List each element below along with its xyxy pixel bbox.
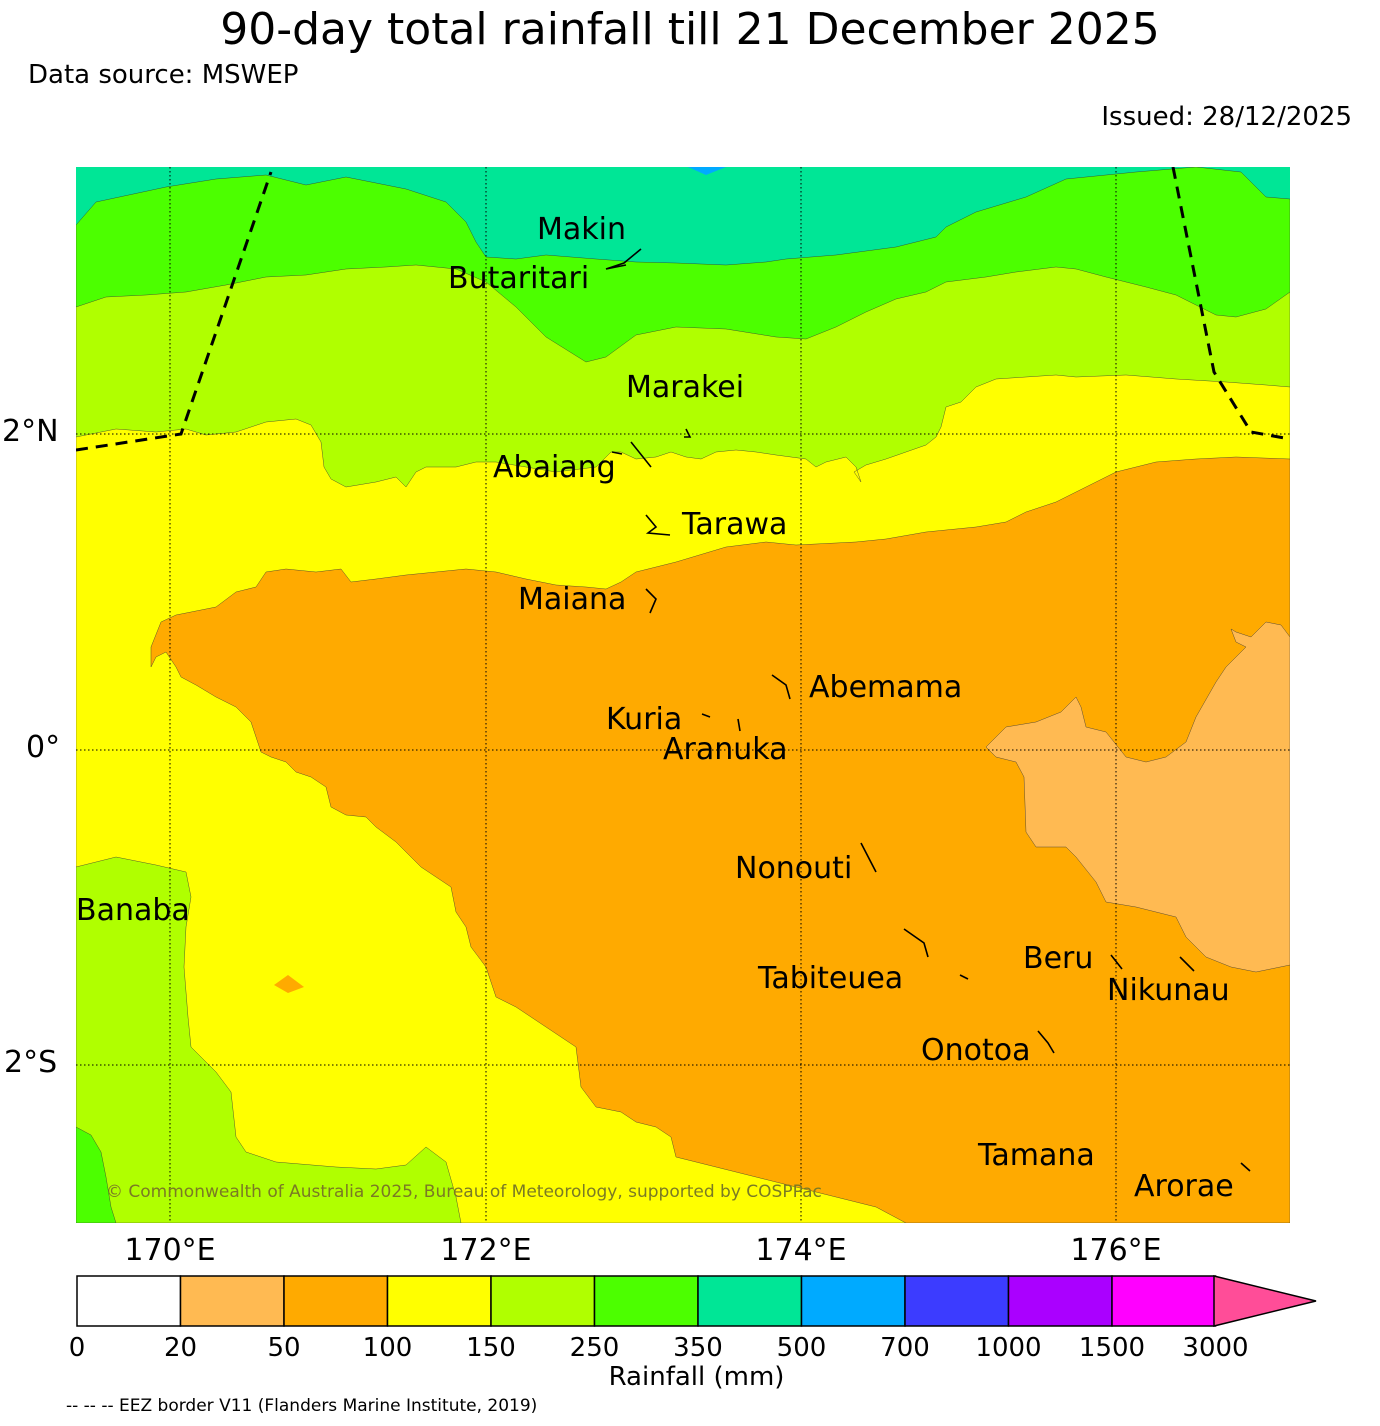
colorbar-tick-label: 250 (569, 1333, 620, 1363)
colorbar-swatch (1111, 1275, 1217, 1327)
place-label: Makin (537, 212, 626, 247)
place-label: Tamana (978, 1138, 1095, 1173)
place-label: Aranuka (663, 732, 788, 767)
place-label: Abemama (809, 670, 963, 705)
colorbar-label: Rainfall (mm) (608, 1362, 785, 1392)
colorbar-swatch (593, 1275, 699, 1327)
rainfall-map (76, 167, 1290, 1223)
colorbar-extend-arrow (1213, 1275, 1317, 1327)
eez-legend-note: -- -- -- EEZ border V11 (Flanders Marine… (66, 1396, 538, 1416)
data-source: Data source: MSWEP (28, 60, 299, 90)
colorbar-tick-label: 350 (673, 1333, 723, 1363)
band-150-250-sw (76, 856, 462, 1223)
band-50-100-patch (274, 975, 304, 993)
colorbar-tick-label: 3000 (1182, 1333, 1249, 1363)
colorbar-tick-label: 500 (776, 1333, 827, 1363)
colorbar-swatch (904, 1275, 1010, 1327)
colorbar-tick-label: 1500 (1078, 1333, 1146, 1363)
band-250-350-sw (76, 1126, 117, 1223)
colorbar-swatch (283, 1275, 389, 1327)
colorbar-tick-label: 150 (466, 1333, 516, 1363)
graticule (76, 167, 1290, 1223)
colorbar-swatch (76, 1275, 182, 1327)
map-title: 90-day total rainfall till 21 December 2… (220, 4, 1160, 55)
lat-label-0: 0° (26, 730, 61, 765)
place-label: Nonouti (735, 851, 853, 886)
place-label: Abaiang (493, 450, 616, 485)
place-label: Arorae (1134, 1169, 1234, 1204)
colorbar-swatch (1007, 1275, 1113, 1327)
colorbar-swatch (386, 1275, 492, 1327)
eez-border (76, 167, 1290, 452)
place-label: Beru (1023, 941, 1094, 976)
lon-label-176e: 176°E (1070, 1233, 1162, 1268)
colorbar (76, 1275, 1317, 1327)
island-outlines (605, 248, 1251, 1172)
colorbar-tick-label: 50 (267, 1333, 301, 1363)
place-label: Marakei (626, 370, 745, 405)
lat-label-2n: 2°N (2, 414, 59, 449)
copyright-notice: © Commonwealth of Australia 2025, Bureau… (106, 1182, 822, 1202)
colorbar-tick-label: 0 (68, 1333, 86, 1363)
colorbar-swatch (179, 1275, 285, 1327)
place-label: Kuria (606, 702, 683, 737)
place-label: Banaba (76, 893, 190, 928)
colorbar-tick-label: 1000 (975, 1333, 1042, 1363)
colorbar-tick-label: 20 (163, 1333, 198, 1363)
lon-label-174e: 174°E (755, 1233, 847, 1268)
lon-label-172e: 172°E (440, 1233, 532, 1268)
rainfall-contours (76, 167, 1290, 1223)
lat-label-2s: 2°S (4, 1045, 58, 1080)
place-label: Tarawa (682, 507, 788, 542)
colorbar-tick-label: 100 (362, 1333, 413, 1363)
place-label: Butaritari (448, 261, 590, 296)
colorbar-swatch (490, 1275, 596, 1327)
band-20-50 (985, 621, 1290, 973)
band-50-100 (150, 456, 1290, 1223)
band-500-700 (688, 167, 726, 175)
lon-label-170e: 170°E (124, 1233, 216, 1268)
place-label: Nikunau (1107, 973, 1230, 1008)
colorbar-tick-label: 700 (880, 1333, 930, 1363)
colorbar-swatch (697, 1275, 803, 1327)
place-label: Maiana (518, 582, 627, 617)
place-label: Onotoa (921, 1033, 1031, 1068)
issued-date: Issued: 28/12/2025 (1101, 102, 1352, 132)
colorbar-swatch (800, 1275, 906, 1327)
place-label: Tabiteuea (758, 961, 904, 996)
